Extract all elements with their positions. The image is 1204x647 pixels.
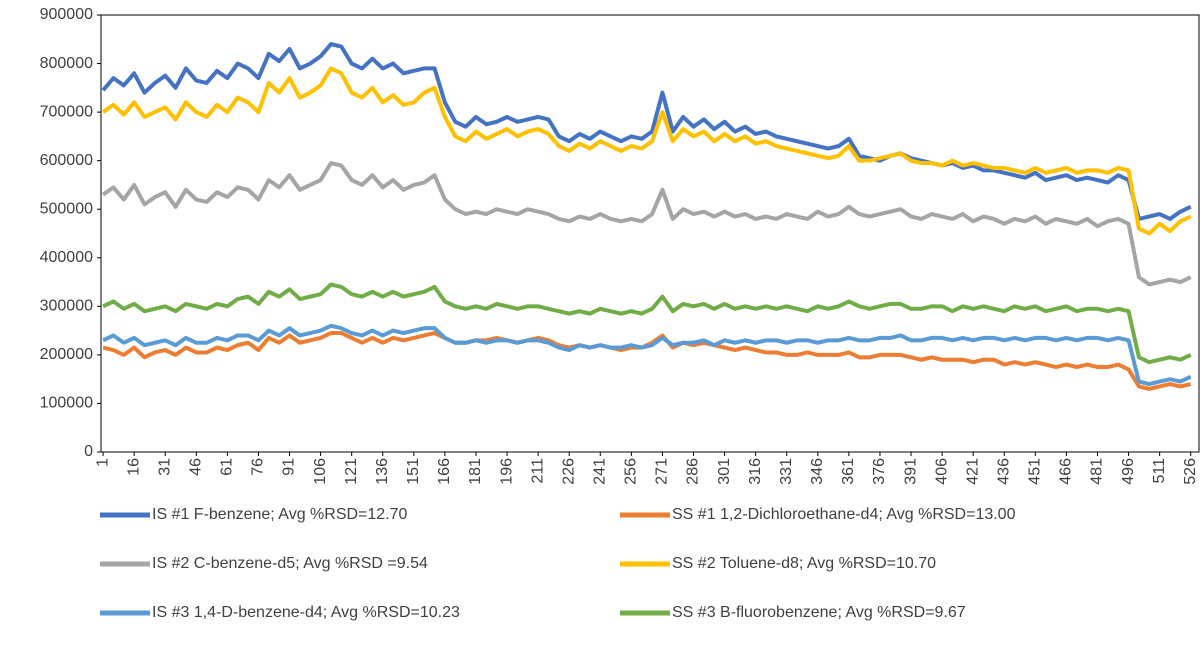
x-tick-label: 76 — [250, 458, 267, 476]
x-tick-label: 181 — [467, 458, 484, 485]
series-line — [101, 66, 1192, 236]
x-tick-label: 61 — [219, 458, 236, 476]
y-tick-label: 200000 — [40, 346, 93, 363]
legend-label: IS #3 1,4-D-benzene-d4; Avg %RSD=10.23 — [152, 604, 460, 621]
y-tick-label: 500000 — [40, 200, 93, 217]
x-tick-label: 166 — [436, 458, 453, 485]
x-tick-label: 511 — [1151, 458, 1168, 484]
x-tick-label: 421 — [964, 458, 981, 485]
x-tick-label: 91 — [281, 458, 298, 476]
plot-frame — [100, 14, 1200, 453]
series-line — [101, 42, 1192, 221]
series-line — [101, 161, 1192, 287]
x-tick-label: 331 — [778, 458, 795, 485]
x-tick-label: 496 — [1120, 458, 1137, 485]
y-tick-label: 400000 — [40, 249, 93, 266]
x-tick-label: 136 — [374, 458, 391, 485]
x-tick-label: 346 — [809, 458, 826, 485]
legend-label: SS #1 1,2-Dichloroethane-d4; Avg %RSD=13… — [672, 506, 1016, 523]
y-tick-label: 100000 — [40, 395, 93, 412]
legend-label: SS #3 B-fluorobenzene; Avg %RSD=9.67 — [672, 604, 966, 621]
x-tick-label: 301 — [716, 458, 733, 485]
x-tick-label: 406 — [933, 458, 950, 485]
series-line — [102, 323, 1192, 387]
x-tick-label: 436 — [995, 458, 1012, 485]
series-line — [102, 282, 1192, 365]
x-tick-label: 361 — [840, 458, 857, 485]
y-tick-label: 900000 — [40, 6, 93, 23]
x-tick-label: 121 — [343, 458, 360, 485]
y-tick-label: 300000 — [40, 298, 93, 315]
x-tick-label: 526 — [1182, 458, 1199, 485]
x-tick-label: 151 — [405, 458, 422, 485]
x-tick-label: 481 — [1089, 458, 1106, 485]
x-tick-label: 391 — [902, 458, 919, 485]
x-tick-label: 256 — [623, 458, 640, 485]
x-tick-label: 241 — [591, 458, 608, 485]
legend-label: IS #2 C-benzene-d5; Avg %RSD =9.54 — [152, 555, 428, 572]
x-tick-label: 196 — [498, 458, 515, 485]
x-tick-label: 46 — [188, 458, 205, 476]
x-tick-label: 451 — [1027, 458, 1044, 485]
x-tick-label: 1 — [94, 458, 111, 467]
x-tick-label: 31 — [156, 458, 173, 476]
legend-label: SS #2 Toluene-d8; Avg %RSD=10.70 — [672, 555, 936, 572]
x-tick-label: 466 — [1058, 458, 1075, 485]
x-tick-label: 286 — [685, 458, 702, 485]
x-tick-label: 16 — [125, 458, 142, 476]
y-tick-label: 700000 — [40, 103, 93, 120]
legend-label: IS #1 F-benzene; Avg %RSD=12.70 — [152, 506, 408, 523]
y-tick-label: 600000 — [40, 152, 93, 169]
x-tick-label: 211 — [529, 458, 546, 484]
x-tick-label: 106 — [312, 458, 329, 485]
x-tick-label: 226 — [560, 458, 577, 485]
legend: IS #1 F-benzene; Avg %RSD=12.70 SS #1 1,2… — [100, 506, 1016, 621]
y-tick-label: 800000 — [40, 55, 93, 72]
x-tick-label: 271 — [654, 458, 671, 485]
x-tick-label: 316 — [747, 458, 764, 485]
x-tick-label: 376 — [871, 458, 888, 485]
y-tick-label: 0 — [84, 443, 93, 460]
